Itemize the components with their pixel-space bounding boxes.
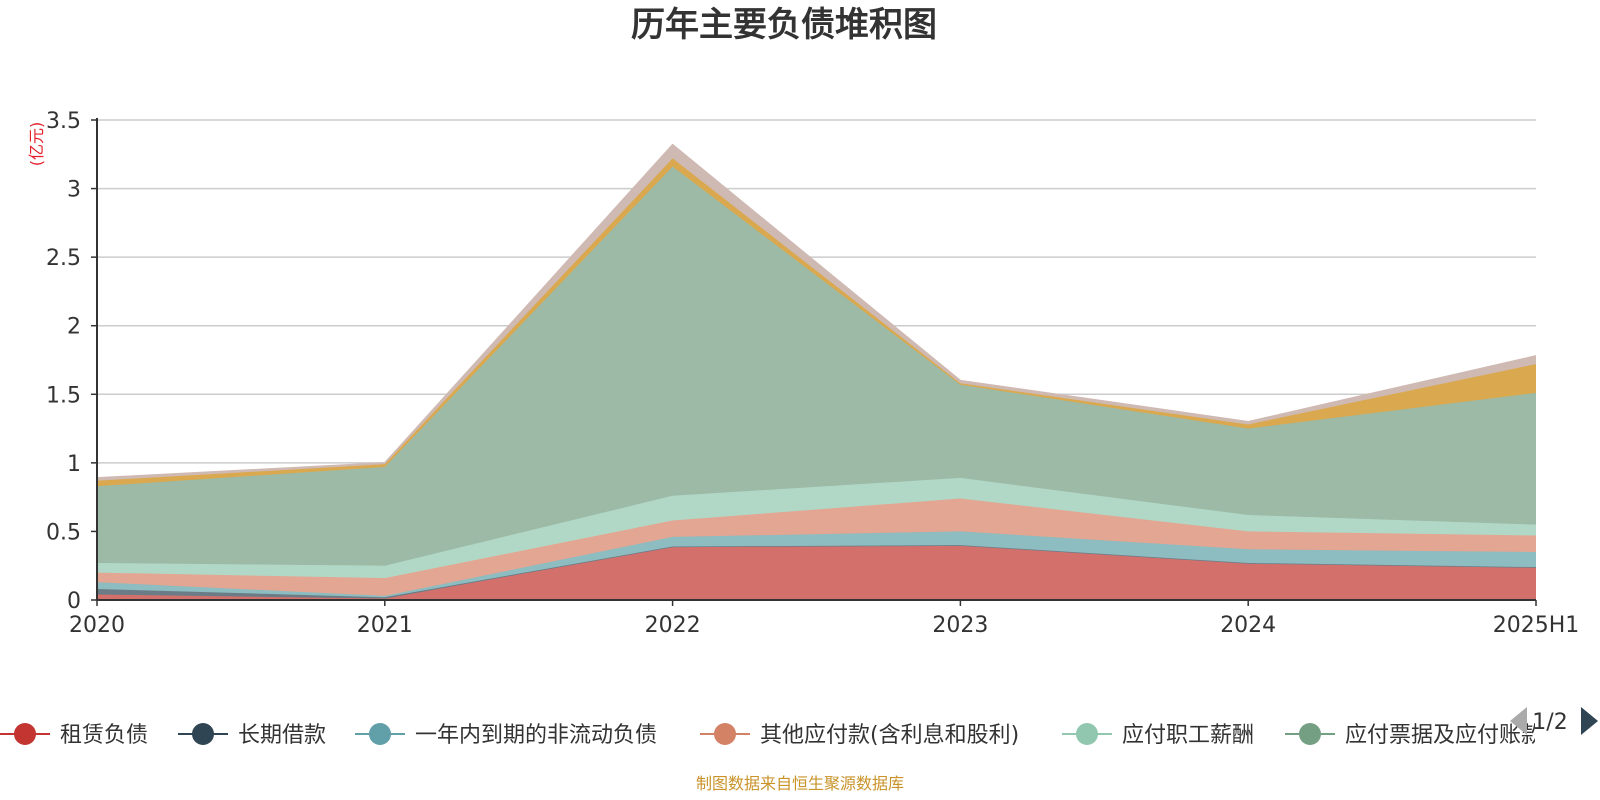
y-tick-label: 2 [67,315,81,340]
legend-circle-marker [369,723,391,745]
legend-item[interactable]: 其他应付款(含利息和股利) [700,723,1019,748]
legend-label: 长期借款 [238,723,326,748]
legend-pager: 1/2 [1510,707,1598,735]
y-tick-label: 2.5 [46,246,81,271]
x-tick-label: 2023 [932,613,988,638]
legend-circle-marker [192,723,214,745]
y-tick-label: 0.5 [46,520,81,545]
chart-title: 历年主要负债堆积图 [631,5,937,45]
area-series-2 [97,531,1536,598]
legend-circle-marker [14,723,36,745]
y-axis-unit-label: (亿元) [27,122,46,167]
x-tick-label: 2025H1 [1493,613,1580,638]
y-tick-label: 3 [67,178,81,203]
x-tick-label: 2024 [1220,613,1276,638]
y-tick-label: 0 [67,589,81,614]
legend-prev-page-icon[interactable] [1510,707,1527,735]
x-tick-label: 2020 [69,613,125,638]
legend-item[interactable]: 应付票据及应付账款 [1285,723,1543,748]
y-axis-ticks: 0 0.5 1 1.5 2 2.5 3 3.5 [46,109,97,614]
area-series-group [96,143,1537,600]
legend-circle-marker [1076,723,1098,745]
legend-label: 应付票据及应付账款 [1345,723,1543,748]
legend-item[interactable]: 应付职工薪酬 [1062,723,1254,748]
data-source-note: 制图数据来自恒生聚源数据库 [696,774,904,793]
legend-label: 一年内到期的非流动负债 [415,723,657,748]
y-tick-label: 1 [67,452,81,477]
legend: 租赁负债 长期借款 一年内到期的非流动负债 其他应付款(含利息和股利) 应付职工薪酬 应付… [0,723,1543,748]
legend-label: 应付职工薪酬 [1122,723,1254,748]
area-series-5 [97,166,1536,566]
x-tick-label: 2021 [357,613,413,638]
y-tick-label: 1.5 [46,383,81,408]
legend-page-indicator: 1/2 [1532,710,1567,735]
area-series-3 [97,498,1536,596]
legend-circle-marker [714,723,736,745]
legend-item[interactable]: 租赁负债 [0,723,148,748]
y-tick-label: 3.5 [46,109,81,134]
legend-circle-marker [1299,723,1321,745]
x-tick-label: 2022 [645,613,701,638]
legend-label: 其他应付款(含利息和股利) [760,723,1019,748]
axes [96,118,1536,601]
x-axis-ticks: 2020 2021 2022 2023 2024 2025H1 [69,600,1579,638]
legend-item[interactable]: 长期借款 [178,723,326,748]
area-line-series-7 [96,143,1537,479]
area-series-4 [97,477,1536,579]
legend-label: 租赁负债 [60,723,148,748]
legend-next-page-icon[interactable] [1581,707,1598,735]
legend-item[interactable]: 一年内到期的非流动负债 [355,723,657,748]
